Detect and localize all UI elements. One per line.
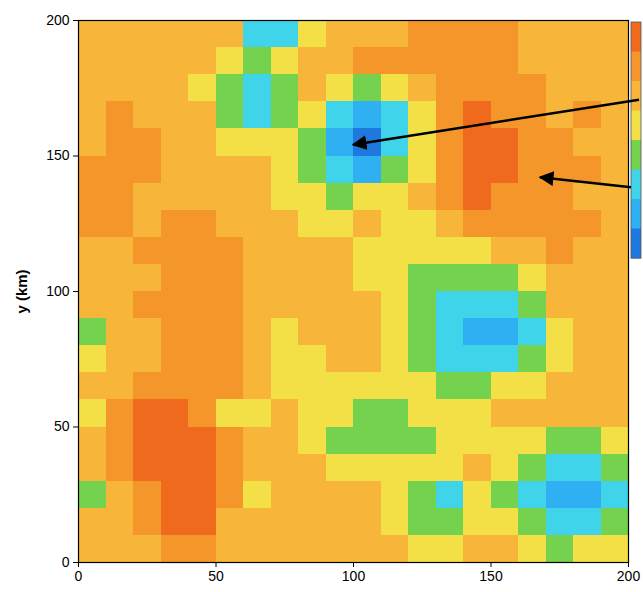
svg-text:100: 100	[342, 568, 366, 584]
svg-text:200: 200	[46, 12, 70, 28]
svg-text:50: 50	[54, 418, 70, 434]
svg-text:100: 100	[46, 283, 70, 299]
svg-text:200: 200	[617, 568, 641, 584]
svg-text:0: 0	[62, 554, 70, 570]
svg-text:150: 150	[479, 568, 503, 584]
svg-text:50: 50	[208, 568, 224, 584]
svg-text:0: 0	[75, 568, 83, 584]
svg-text:150: 150	[46, 147, 70, 163]
svg-text:y (km): y (km)	[13, 269, 30, 313]
